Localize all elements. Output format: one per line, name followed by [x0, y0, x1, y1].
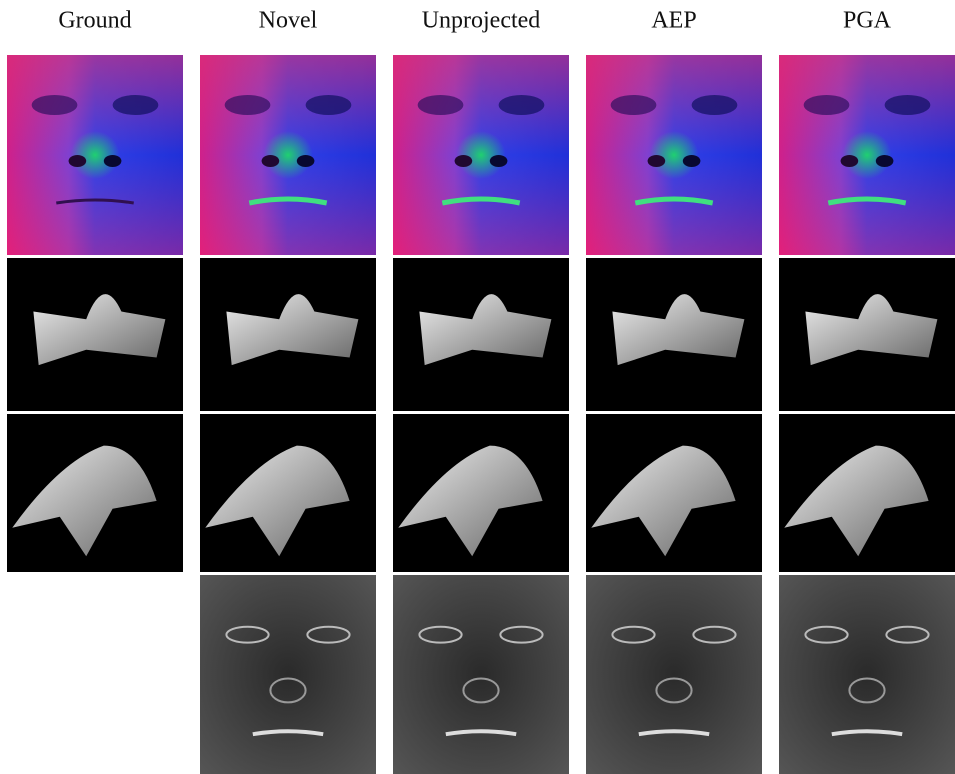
nostril — [68, 155, 87, 167]
image-panel — [586, 258, 762, 411]
error-nose — [269, 677, 307, 704]
error-map — [393, 575, 569, 774]
face-surface — [612, 294, 745, 366]
face-surface — [591, 445, 736, 557]
nostril — [682, 155, 701, 167]
error-eye — [225, 625, 270, 644]
nose — [649, 131, 699, 179]
image-panel — [393, 414, 569, 572]
error-map — [586, 575, 762, 774]
image-panel — [200, 414, 376, 572]
nostril — [261, 155, 280, 167]
eye — [498, 95, 545, 115]
image-panel — [779, 414, 955, 572]
eye — [610, 95, 657, 115]
face-surface — [784, 445, 929, 557]
image-panel — [586, 55, 762, 255]
column-header: AEP — [651, 8, 696, 34]
nose — [70, 131, 120, 179]
eye — [224, 95, 271, 115]
error-eye — [692, 625, 737, 644]
image-panel — [7, 414, 183, 572]
face-surface — [419, 294, 552, 366]
image-panel — [586, 414, 762, 572]
face-surface — [33, 294, 166, 366]
image-panel — [779, 575, 955, 774]
mouth — [441, 196, 521, 206]
error-eye — [306, 625, 351, 644]
image-panel — [393, 575, 569, 774]
nostril — [875, 155, 894, 167]
error-mouth — [831, 729, 903, 737]
nose — [842, 131, 892, 179]
error-eye — [611, 625, 656, 644]
eye — [305, 95, 352, 115]
mouth — [56, 198, 134, 205]
eye — [803, 95, 850, 115]
nose — [263, 131, 313, 179]
error-eye — [499, 625, 544, 644]
nostril — [296, 155, 315, 167]
column-header: Ground — [58, 8, 131, 34]
nose — [456, 131, 506, 179]
eye — [417, 95, 464, 115]
error-eye — [885, 625, 930, 644]
column-header: PGA — [843, 8, 892, 34]
mouth — [827, 196, 907, 206]
error-nose — [848, 677, 886, 704]
error-map — [200, 575, 376, 774]
face-surface — [805, 294, 938, 366]
eye — [691, 95, 738, 115]
eye — [884, 95, 931, 115]
face-surface — [398, 445, 543, 557]
column-header: Unprojected — [422, 8, 541, 34]
error-map — [779, 575, 955, 774]
image-panel — [586, 575, 762, 774]
error-mouth — [252, 729, 324, 737]
face-surface — [12, 445, 157, 557]
image-panel — [779, 55, 955, 255]
image-panel — [200, 55, 376, 255]
image-panel — [393, 258, 569, 411]
nostril — [454, 155, 473, 167]
face-surface — [226, 294, 359, 366]
error-eye — [418, 625, 463, 644]
image-panel — [200, 575, 376, 774]
face-surface — [205, 445, 350, 557]
error-nose — [462, 677, 500, 704]
nostril — [840, 155, 859, 167]
error-eye — [804, 625, 849, 644]
column-header: Novel — [259, 8, 318, 34]
mouth — [248, 196, 328, 206]
error-mouth — [638, 729, 710, 737]
mouth — [634, 196, 714, 206]
image-panel — [200, 258, 376, 411]
eye — [112, 95, 159, 115]
image-panel — [7, 258, 183, 411]
image-panel — [779, 258, 955, 411]
image-panel — [7, 55, 183, 255]
nostril — [103, 155, 122, 167]
eye — [31, 95, 78, 115]
error-mouth — [445, 729, 517, 737]
error-nose — [655, 677, 693, 704]
image-panel — [393, 55, 569, 255]
nostril — [647, 155, 666, 167]
nostril — [489, 155, 508, 167]
